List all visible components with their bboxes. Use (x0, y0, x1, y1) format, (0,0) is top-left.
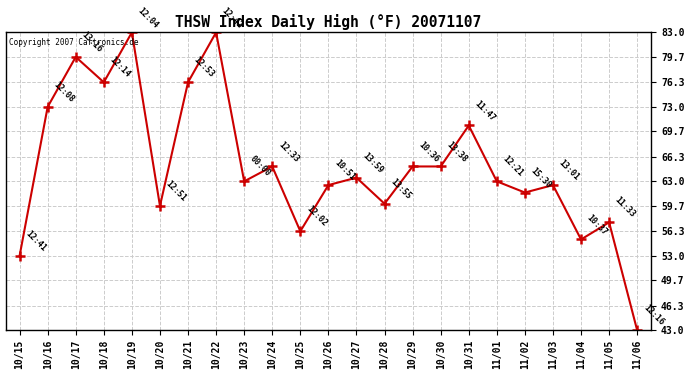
Text: 12:33: 12:33 (277, 140, 300, 164)
Text: 12:04: 12:04 (136, 6, 160, 30)
Text: 12:02: 12:02 (304, 204, 328, 228)
Text: 10:51: 10:51 (333, 158, 357, 182)
Text: 12:08: 12:08 (52, 80, 76, 104)
Text: 12:16: 12:16 (641, 303, 665, 328)
Text: 00:00: 00:00 (248, 154, 273, 178)
Text: 13:38: 13:38 (445, 140, 469, 164)
Text: Copyright 2007 Cartronics.de: Copyright 2007 Cartronics.de (9, 38, 138, 47)
Text: 13:01: 13:01 (557, 158, 581, 182)
Text: 10:37: 10:37 (585, 213, 609, 237)
Text: 12:42: 12:42 (220, 6, 244, 30)
Text: 11:47: 11:47 (473, 99, 497, 123)
Text: 13:16: 13:16 (80, 30, 104, 54)
Text: 15:30: 15:30 (529, 166, 553, 190)
Text: 12:51: 12:51 (164, 179, 188, 203)
Text: 12:53: 12:53 (193, 56, 216, 80)
Text: 12:41: 12:41 (23, 229, 48, 253)
Text: 12:14: 12:14 (108, 56, 132, 80)
Text: 13:55: 13:55 (388, 177, 413, 201)
Text: 13:59: 13:59 (361, 151, 384, 175)
Text: 11:33: 11:33 (613, 195, 638, 219)
Title: THSW Index Daily High (°F) 20071107: THSW Index Daily High (°F) 20071107 (175, 14, 482, 30)
Text: 10:36: 10:36 (417, 140, 441, 164)
Text: 12:21: 12:21 (501, 154, 525, 178)
